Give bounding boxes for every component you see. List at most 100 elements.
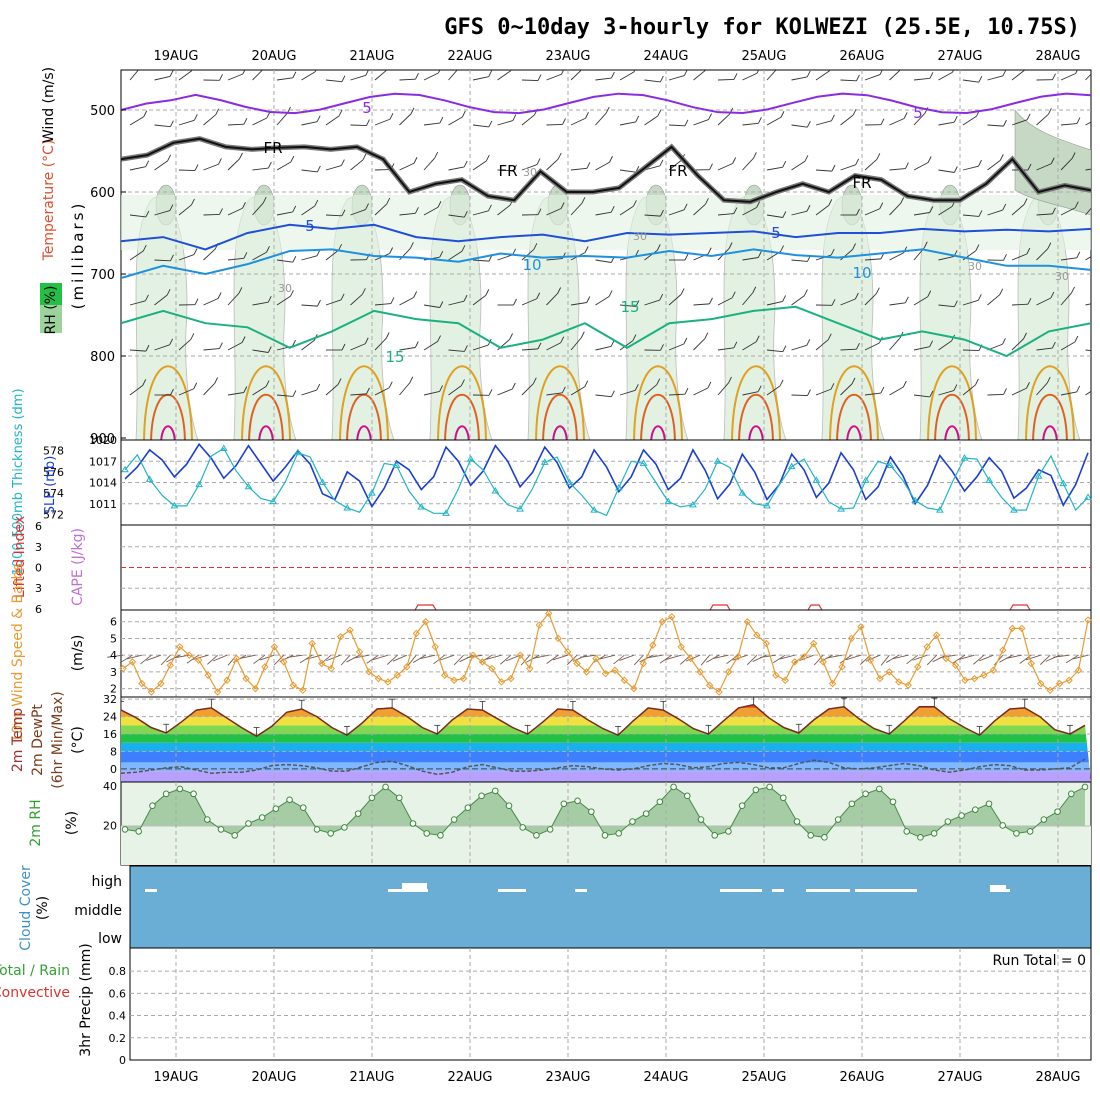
wind-barb-flag — [1051, 341, 1056, 349]
rh2m-marker — [807, 832, 815, 839]
wind-barb — [889, 168, 906, 171]
thickness-marker — [590, 506, 599, 513]
wind-barb-flag — [1050, 291, 1055, 299]
lifted-spike — [414, 604, 437, 611]
wind-barb-flag — [463, 211, 468, 218]
wind-barb — [546, 123, 563, 126]
wind10m-marker — [951, 661, 960, 669]
temp2m-tick: 8 — [110, 745, 117, 758]
wind-barb — [448, 385, 462, 396]
wind-barb-flag — [239, 152, 243, 160]
wind-barb — [619, 205, 634, 216]
wind10m-marker — [204, 671, 212, 679]
wind-barb-flag — [1046, 376, 1051, 384]
wind-barb-flag — [634, 384, 639, 391]
wind-barb-flag — [1002, 203, 1007, 211]
wind-barb — [350, 293, 363, 306]
wind-barb-flag — [488, 70, 493, 77]
top-date-label: 20AUG — [251, 49, 296, 64]
wind-barb — [178, 70, 193, 81]
wind-barb-flag — [338, 243, 343, 251]
wind-barb-flag — [314, 70, 317, 72]
wind-barb — [350, 343, 366, 351]
wind-barb-flag — [341, 209, 346, 217]
wind-barb-flag — [170, 388, 174, 396]
wind-barb-flag — [807, 389, 811, 396]
wind10m-barb — [1072, 654, 1089, 660]
wind-barb-flag — [1027, 297, 1032, 305]
wind-barb-flag — [145, 160, 150, 167]
thickness-marker — [516, 505, 524, 512]
wind10m-barb — [860, 654, 871, 665]
rh2m-marker — [834, 816, 842, 823]
wind-barb-flag — [439, 251, 444, 258]
wind-barb — [252, 167, 269, 171]
wind10m-marker — [620, 676, 629, 684]
warm-contour — [339, 365, 389, 440]
wind-barb-flag — [755, 335, 760, 342]
wind-barb — [178, 204, 192, 216]
wind10m-marker — [299, 686, 307, 695]
wind-barb-flag — [586, 162, 591, 169]
wind10m-frame — [120, 609, 1092, 698]
wind-barb-flag — [361, 288, 366, 295]
rh2m-marker — [985, 800, 993, 808]
wind-barb — [203, 298, 219, 306]
wind-barb-flag — [904, 296, 909, 303]
rh2m-panel: 40 20 2m RH (%) — [28, 780, 1092, 866]
wind-barb — [448, 166, 465, 171]
rh2m-marker — [258, 814, 266, 821]
wind-barb — [1060, 73, 1076, 81]
wind-barb — [742, 157, 754, 171]
wind-barb-flag — [660, 209, 664, 217]
wind-barb — [668, 124, 686, 127]
wind-barb-flag — [680, 288, 685, 295]
wind10m-line — [122, 612, 1089, 694]
wind-barb — [570, 202, 583, 216]
wind-barb-flag — [386, 197, 391, 205]
ylabel-cloud-cover: Cloud Cover — [18, 865, 34, 951]
wind10m-barb — [1065, 654, 1079, 664]
ylabel-wind10m: 10m Wind Speed & Barbs — [10, 563, 26, 742]
wind-barb-flag — [385, 332, 390, 339]
contour-label: FR — [263, 139, 282, 157]
wind10m-barb — [973, 654, 985, 665]
wind-barb-flag — [875, 287, 880, 294]
rh2m-marker — [752, 786, 760, 794]
wind-barb — [129, 116, 144, 126]
wind-barb — [154, 75, 171, 81]
thickness-marker — [269, 497, 278, 505]
wind-barb — [325, 165, 342, 171]
wind10m-barb — [407, 654, 417, 666]
wind-barb-flag — [610, 71, 615, 79]
bottom-date-label: 26AUG — [839, 1070, 884, 1085]
contour-label: FR — [668, 162, 687, 180]
wind-barb — [889, 302, 906, 306]
wind10m-marker — [317, 659, 326, 668]
wind-barb — [595, 112, 607, 126]
wind-barb — [1036, 163, 1052, 171]
wind10m-marker — [658, 618, 666, 626]
wind-barb-flag — [657, 109, 662, 117]
wind-barb — [1085, 168, 1091, 171]
wind-barb — [227, 207, 243, 216]
wind-barb-flag — [267, 346, 272, 353]
wind-barb — [644, 115, 659, 126]
wind10m-barb — [259, 654, 275, 661]
wind-barb-flag — [562, 118, 566, 125]
wind-barb — [938, 71, 953, 81]
wind-barb-flag — [214, 377, 219, 384]
rh2m-marker — [958, 812, 965, 819]
rh2m-marker — [779, 794, 787, 802]
wind-barb-flag — [537, 74, 542, 81]
wind-barb-flag — [831, 299, 836, 306]
wind10m-barb — [912, 654, 928, 661]
wind-barb-flag — [1074, 201, 1079, 208]
wind-barb-flag — [219, 208, 223, 215]
wind-barb — [252, 386, 267, 396]
thickness-marker — [417, 502, 426, 510]
wind-barb — [154, 124, 171, 128]
wind10m-barb — [726, 654, 739, 665]
wind10m-barb — [880, 654, 890, 666]
